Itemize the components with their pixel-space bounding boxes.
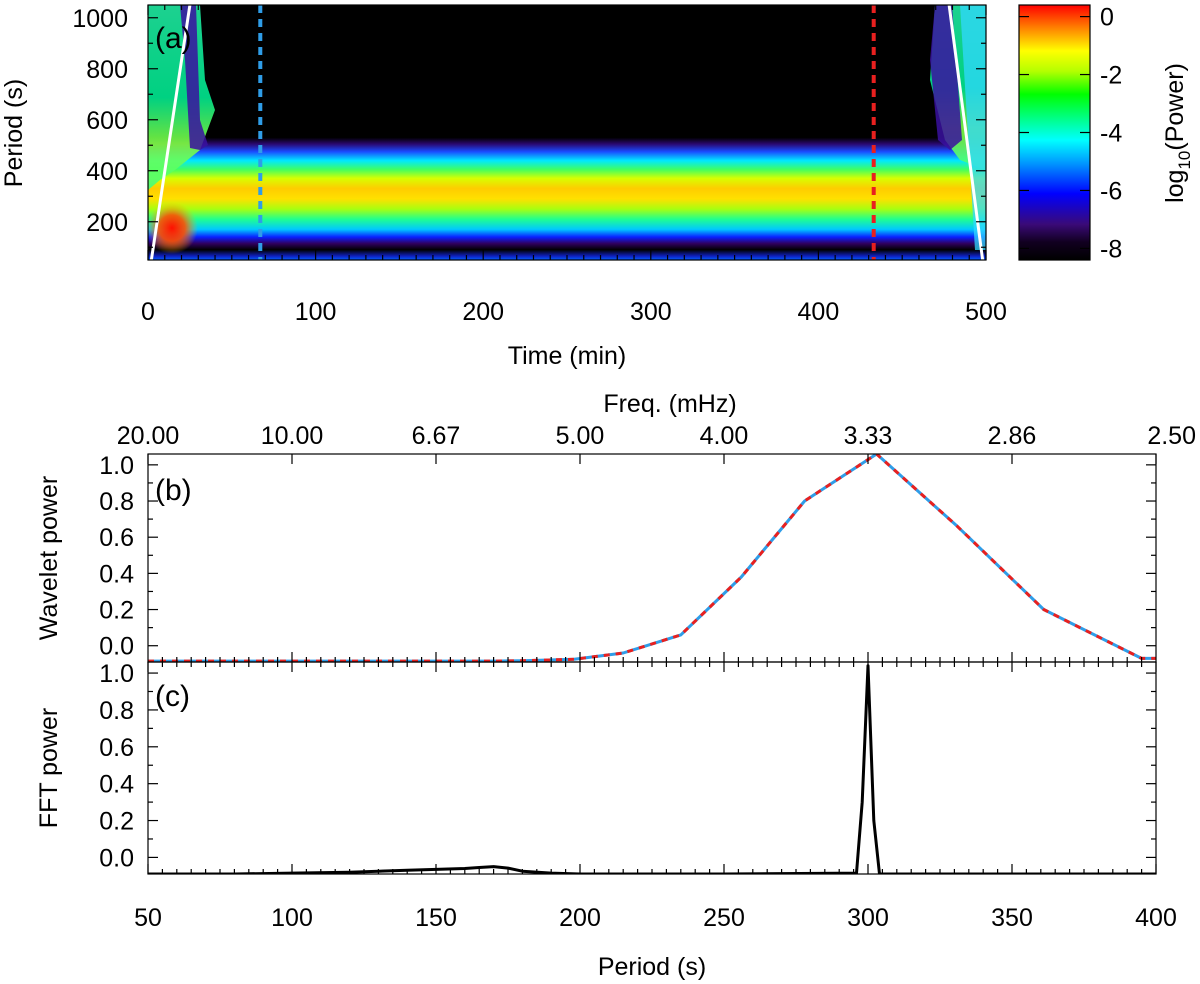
coi-line (947, 5, 985, 260)
x-tick-label: 100 (295, 298, 337, 326)
colorbar-label: log10(Power) (1161, 63, 1194, 203)
y-tick-label: 0.0 (99, 844, 134, 872)
y-tick-label: 1.0 (99, 660, 134, 688)
series-line (148, 454, 1156, 662)
y-tick-label: 800 (86, 56, 128, 84)
colorbar-tick-label: 0 (1100, 4, 1114, 32)
coi-line (149, 5, 192, 260)
y-tick-label: 0.8 (99, 697, 134, 725)
y-tick-label: 0.4 (99, 560, 134, 588)
x-tick-label: 150 (415, 904, 457, 932)
freq-tick-label: 20.00 (117, 422, 180, 450)
panel-a-ticks: 0 100 200 300 400 500 200 400 600 800 1000 (72, 5, 1006, 326)
panel-a-ylabel: Period (s) (0, 79, 28, 187)
panel-c-xlabel: Period (s) (598, 953, 706, 981)
freq-tick-label: 6.67 (412, 422, 461, 450)
heatmap-left-purple (180, 5, 208, 150)
y-tick-label: 0.6 (99, 734, 134, 762)
x-tick-label: 200 (462, 298, 504, 326)
x-tick-label: 250 (703, 904, 745, 932)
x-tick-label: 300 (847, 904, 889, 932)
y-tick-label: 0.2 (99, 808, 134, 836)
fft-power-line (148, 664, 1156, 874)
x-tick-label: 400 (1135, 904, 1177, 932)
y-tick-label: 0.6 (99, 524, 134, 552)
panel-b-label: (b) (155, 474, 192, 507)
colorbar-label-base: log (1161, 170, 1189, 203)
y-tick-label: 1000 (72, 5, 128, 33)
heatmap-hot-spot (148, 202, 198, 254)
y-tick-label: 400 (86, 158, 128, 186)
y-tick-label: 600 (86, 107, 128, 135)
colorbar-ticks: 0 -2 -4 -6 -8 (1019, 4, 1122, 263)
panel-c-label: (c) (155, 680, 190, 713)
y-tick-label: 0.2 (99, 597, 134, 625)
x-tick-label: 400 (798, 298, 840, 326)
x-tick-label: 50 (134, 904, 162, 932)
y-tick-label: 200 (86, 209, 128, 237)
x-tick-label: 100 (271, 904, 313, 932)
colorbar-tick-label: -8 (1100, 235, 1122, 263)
heatmap-right-cyan (960, 5, 986, 250)
colorbar-tick-label: -6 (1100, 177, 1122, 205)
freq-tick-label: 10.00 (261, 422, 324, 450)
freq-tick-label: 2.86 (988, 422, 1037, 450)
time-markers (258, 5, 876, 260)
y-tick-label: 0.0 (99, 633, 134, 661)
panel-a-label: (a) (155, 22, 192, 55)
colorbar-tick-label: -2 (1100, 62, 1122, 90)
series-line (148, 664, 1156, 874)
panel-c-ylabel: FFT power (35, 708, 63, 828)
freq-tick-label: 4.00 (700, 422, 749, 450)
y-tick-label: 0.8 (99, 488, 134, 516)
x-tick-label: 0 (141, 298, 155, 326)
colorbar (1019, 5, 1090, 260)
cone-of-influence (149, 5, 985, 260)
colorbar-tick-label: -4 (1100, 120, 1122, 148)
colorbar-label-rest: (Power) (1161, 63, 1189, 151)
y-tick-label: 1.0 (99, 452, 134, 480)
panel-b-frame (147, 453, 1157, 663)
freq-tick-label: 5.00 (556, 422, 605, 450)
y-tick-label: 0.4 (99, 771, 134, 799)
series-line (148, 454, 1156, 662)
x-tick-label: 350 (991, 904, 1033, 932)
x-tick-label: 500 (965, 298, 1007, 326)
panel-b-ylabel: Wavelet power (35, 476, 63, 640)
panel-a-xlabel: Time (min) (508, 342, 627, 370)
freq-tick-label: 2.50 (1147, 422, 1196, 450)
panel-b-ticks: 0.0 0.2 0.4 0.6 0.8 1.020.00 10.00 6.67 5.00 4.00… (99, 422, 1196, 662)
panel-b: 0.0 0.2 0.4 0.6 0.8 1.020.00 10.00 6.67 5.00 4.00… (35, 390, 1196, 663)
x-tick-label: 300 (630, 298, 672, 326)
panel-c-ticks: 0.0 0.2 0.4 0.6 0.8 1.0 50 100 150 200 250 300 350 40… (99, 660, 1177, 932)
heatmap-band (148, 5, 986, 260)
panel-c: 0.0 0.2 0.4 0.6 0.8 1.0 50 100 150 200 250 300 350 40… (35, 660, 1177, 981)
x-tick-label: 200 (559, 904, 601, 932)
freq-tick-label: 3.33 (844, 422, 893, 450)
wavelet-heatmap (148, 5, 986, 260)
wavelet-power-lines (148, 454, 1156, 662)
panel-c-frame (147, 661, 1157, 875)
panel-b-top-xlabel: Freq. (mHz) (603, 390, 736, 418)
colorbar-label-sub: 10 (1175, 151, 1194, 170)
